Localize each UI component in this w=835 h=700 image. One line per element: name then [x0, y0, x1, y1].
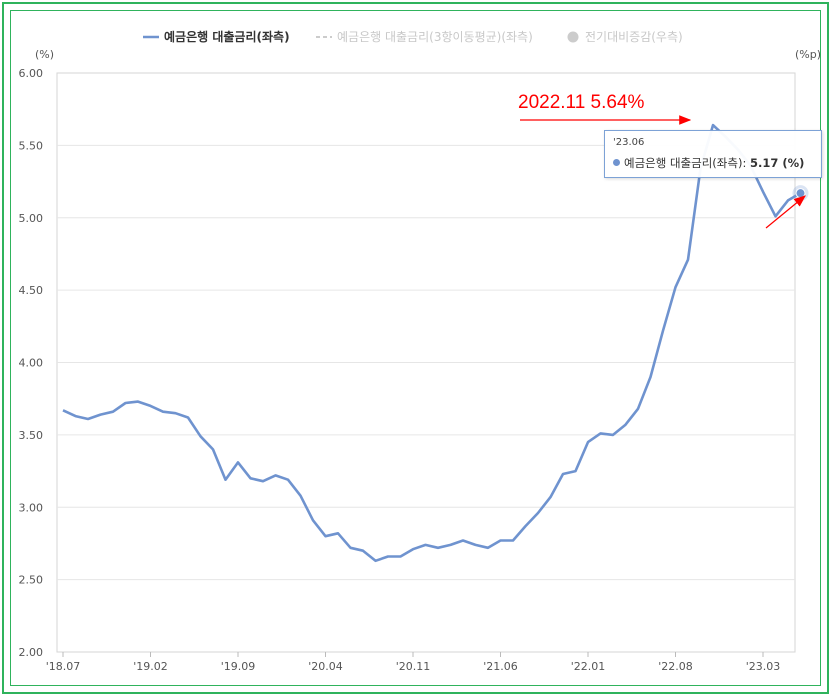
x-tick-label: '20.11	[396, 660, 431, 673]
y-tick-label: 2.00	[19, 646, 44, 659]
y-tick-label: 5.00	[19, 212, 44, 225]
y-tick-label: 4.50	[19, 284, 44, 297]
peak-annotation: 2022.11 5.64%	[518, 92, 645, 113]
annotation-arrows	[520, 115, 806, 229]
x-tick-label: '18.07	[46, 660, 81, 673]
x-tick-label: '21.06	[483, 660, 518, 673]
x-axis-ticks: '18.07 '19.02 '19.09 '20.04 '20.11 '21.06 '22.…	[46, 652, 781, 673]
legend: 예금은행 대출금리(좌측) 예금은행 대출금리(3항이동평균)(좌측) 전기대비…	[143, 29, 683, 44]
y-axis-ticks: 6.00 5.50 5.00 4.50 4.00 3.50 3.00 2.50 2.00	[19, 67, 44, 659]
chart-frame	[2, 2, 829, 694]
right-axis-unit: (%p)	[795, 48, 821, 61]
left-axis-unit: (%)	[35, 48, 54, 61]
x-tick-label: '19.02	[133, 660, 168, 673]
legend-label-change: 전기대비증감(우측)	[585, 30, 683, 44]
chart-frame-inner	[10, 10, 821, 686]
x-tick-label: '22.08	[658, 660, 693, 673]
x-tick-label: '19.09	[221, 660, 256, 673]
legend-label-moving-average: 예금은행 대출금리(3항이동평균)(좌측)	[337, 29, 533, 44]
y-tick-label: 2.50	[19, 574, 44, 587]
y-tick-label: 5.50	[19, 139, 44, 152]
legend-item-change[interactable]: 전기대비증감(우측)	[567, 30, 683, 44]
annotation-arrow-latest	[765, 195, 806, 229]
legend-dot-icon	[567, 31, 579, 43]
y-tick-label: 6.00	[19, 67, 44, 80]
tooltip-date: '23.06	[613, 137, 645, 148]
legend-item-series[interactable]: 예금은행 대출금리(좌측)	[143, 29, 290, 44]
y-tick-label: 3.50	[19, 429, 44, 442]
data-tooltip: '23.06 예금은행 대출금리(좌측): 5.17 (%)	[604, 130, 822, 178]
gridlines	[57, 144, 795, 581]
highlighted-data-point[interactable]	[795, 188, 806, 199]
tooltip-row: 예금은행 대출금리(좌측): 5.17 (%)	[613, 155, 804, 171]
legend-label-series: 예금은행 대출금리(좌측)	[164, 29, 290, 44]
tooltip-series-label: 예금은행 대출금리(좌측)	[624, 156, 743, 170]
series-line[interactable]	[62, 123, 802, 563]
y-tick-label: 4.00	[19, 357, 44, 370]
x-tick-label: '22.01	[571, 660, 606, 673]
tooltip-value: 5.17 (%)	[749, 156, 805, 170]
tooltip-series-dot-icon	[613, 159, 620, 166]
legend-item-moving-average[interactable]: 예금은행 대출금리(3항이동평균)(좌측)	[316, 29, 533, 44]
x-tick-label: '20.04	[308, 660, 343, 673]
y-tick-label: 3.00	[19, 501, 44, 514]
x-tick-label: '23.03	[746, 660, 781, 673]
